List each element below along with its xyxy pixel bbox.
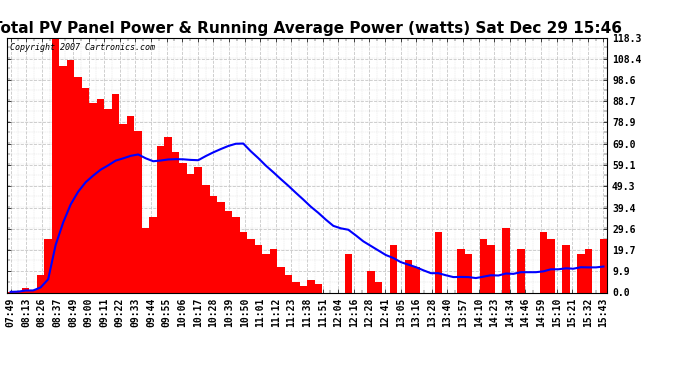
Bar (435, 232, 442, 292)
Bar (52, 38, 59, 292)
Bar (255, 245, 262, 292)
Bar (292, 282, 299, 292)
Bar (457, 249, 464, 292)
Bar (164, 137, 172, 292)
Bar (518, 249, 524, 292)
Bar (270, 249, 277, 292)
Bar (247, 238, 255, 292)
Bar (412, 267, 420, 292)
Bar (232, 217, 239, 292)
Bar (59, 66, 67, 292)
Text: Copyright 2007 Cartronics.com: Copyright 2007 Cartronics.com (10, 43, 155, 52)
Bar (480, 238, 487, 292)
Title: Total PV Panel Power & Running Average Power (watts) Sat Dec 29 15:46: Total PV Panel Power & Running Average P… (0, 21, 622, 36)
Bar (367, 271, 375, 292)
Bar (217, 202, 224, 292)
Bar (547, 238, 555, 292)
Bar (404, 260, 412, 292)
Bar (150, 217, 157, 292)
Bar (22, 288, 30, 292)
Bar (284, 275, 292, 292)
Bar (90, 103, 97, 292)
Bar (187, 174, 195, 292)
Bar (540, 232, 547, 292)
Bar (315, 284, 322, 292)
Bar (44, 238, 52, 292)
Bar (119, 124, 127, 292)
Bar (157, 146, 164, 292)
Bar (172, 152, 179, 292)
Bar (578, 254, 584, 292)
Bar (487, 245, 495, 292)
Bar (135, 131, 142, 292)
Bar (97, 99, 104, 292)
Bar (112, 94, 119, 292)
Bar (344, 254, 352, 292)
Bar (37, 275, 44, 292)
Bar (202, 185, 210, 292)
Bar (584, 249, 592, 292)
Bar (464, 254, 472, 292)
Bar (502, 228, 510, 292)
Bar (210, 195, 217, 292)
Bar (390, 245, 397, 292)
Bar (104, 109, 112, 292)
Bar (299, 286, 307, 292)
Bar (195, 168, 202, 292)
Bar (14, 291, 22, 292)
Bar (142, 228, 150, 292)
Bar (75, 77, 82, 292)
Bar (82, 88, 90, 292)
Bar (262, 254, 270, 292)
Bar (30, 290, 37, 292)
Bar (127, 116, 135, 292)
Bar (239, 232, 247, 292)
Bar (179, 163, 187, 292)
Bar (600, 238, 607, 292)
Bar (307, 280, 315, 292)
Bar (67, 60, 75, 292)
Bar (224, 211, 232, 292)
Bar (562, 245, 570, 292)
Bar (277, 267, 284, 292)
Bar (375, 282, 382, 292)
